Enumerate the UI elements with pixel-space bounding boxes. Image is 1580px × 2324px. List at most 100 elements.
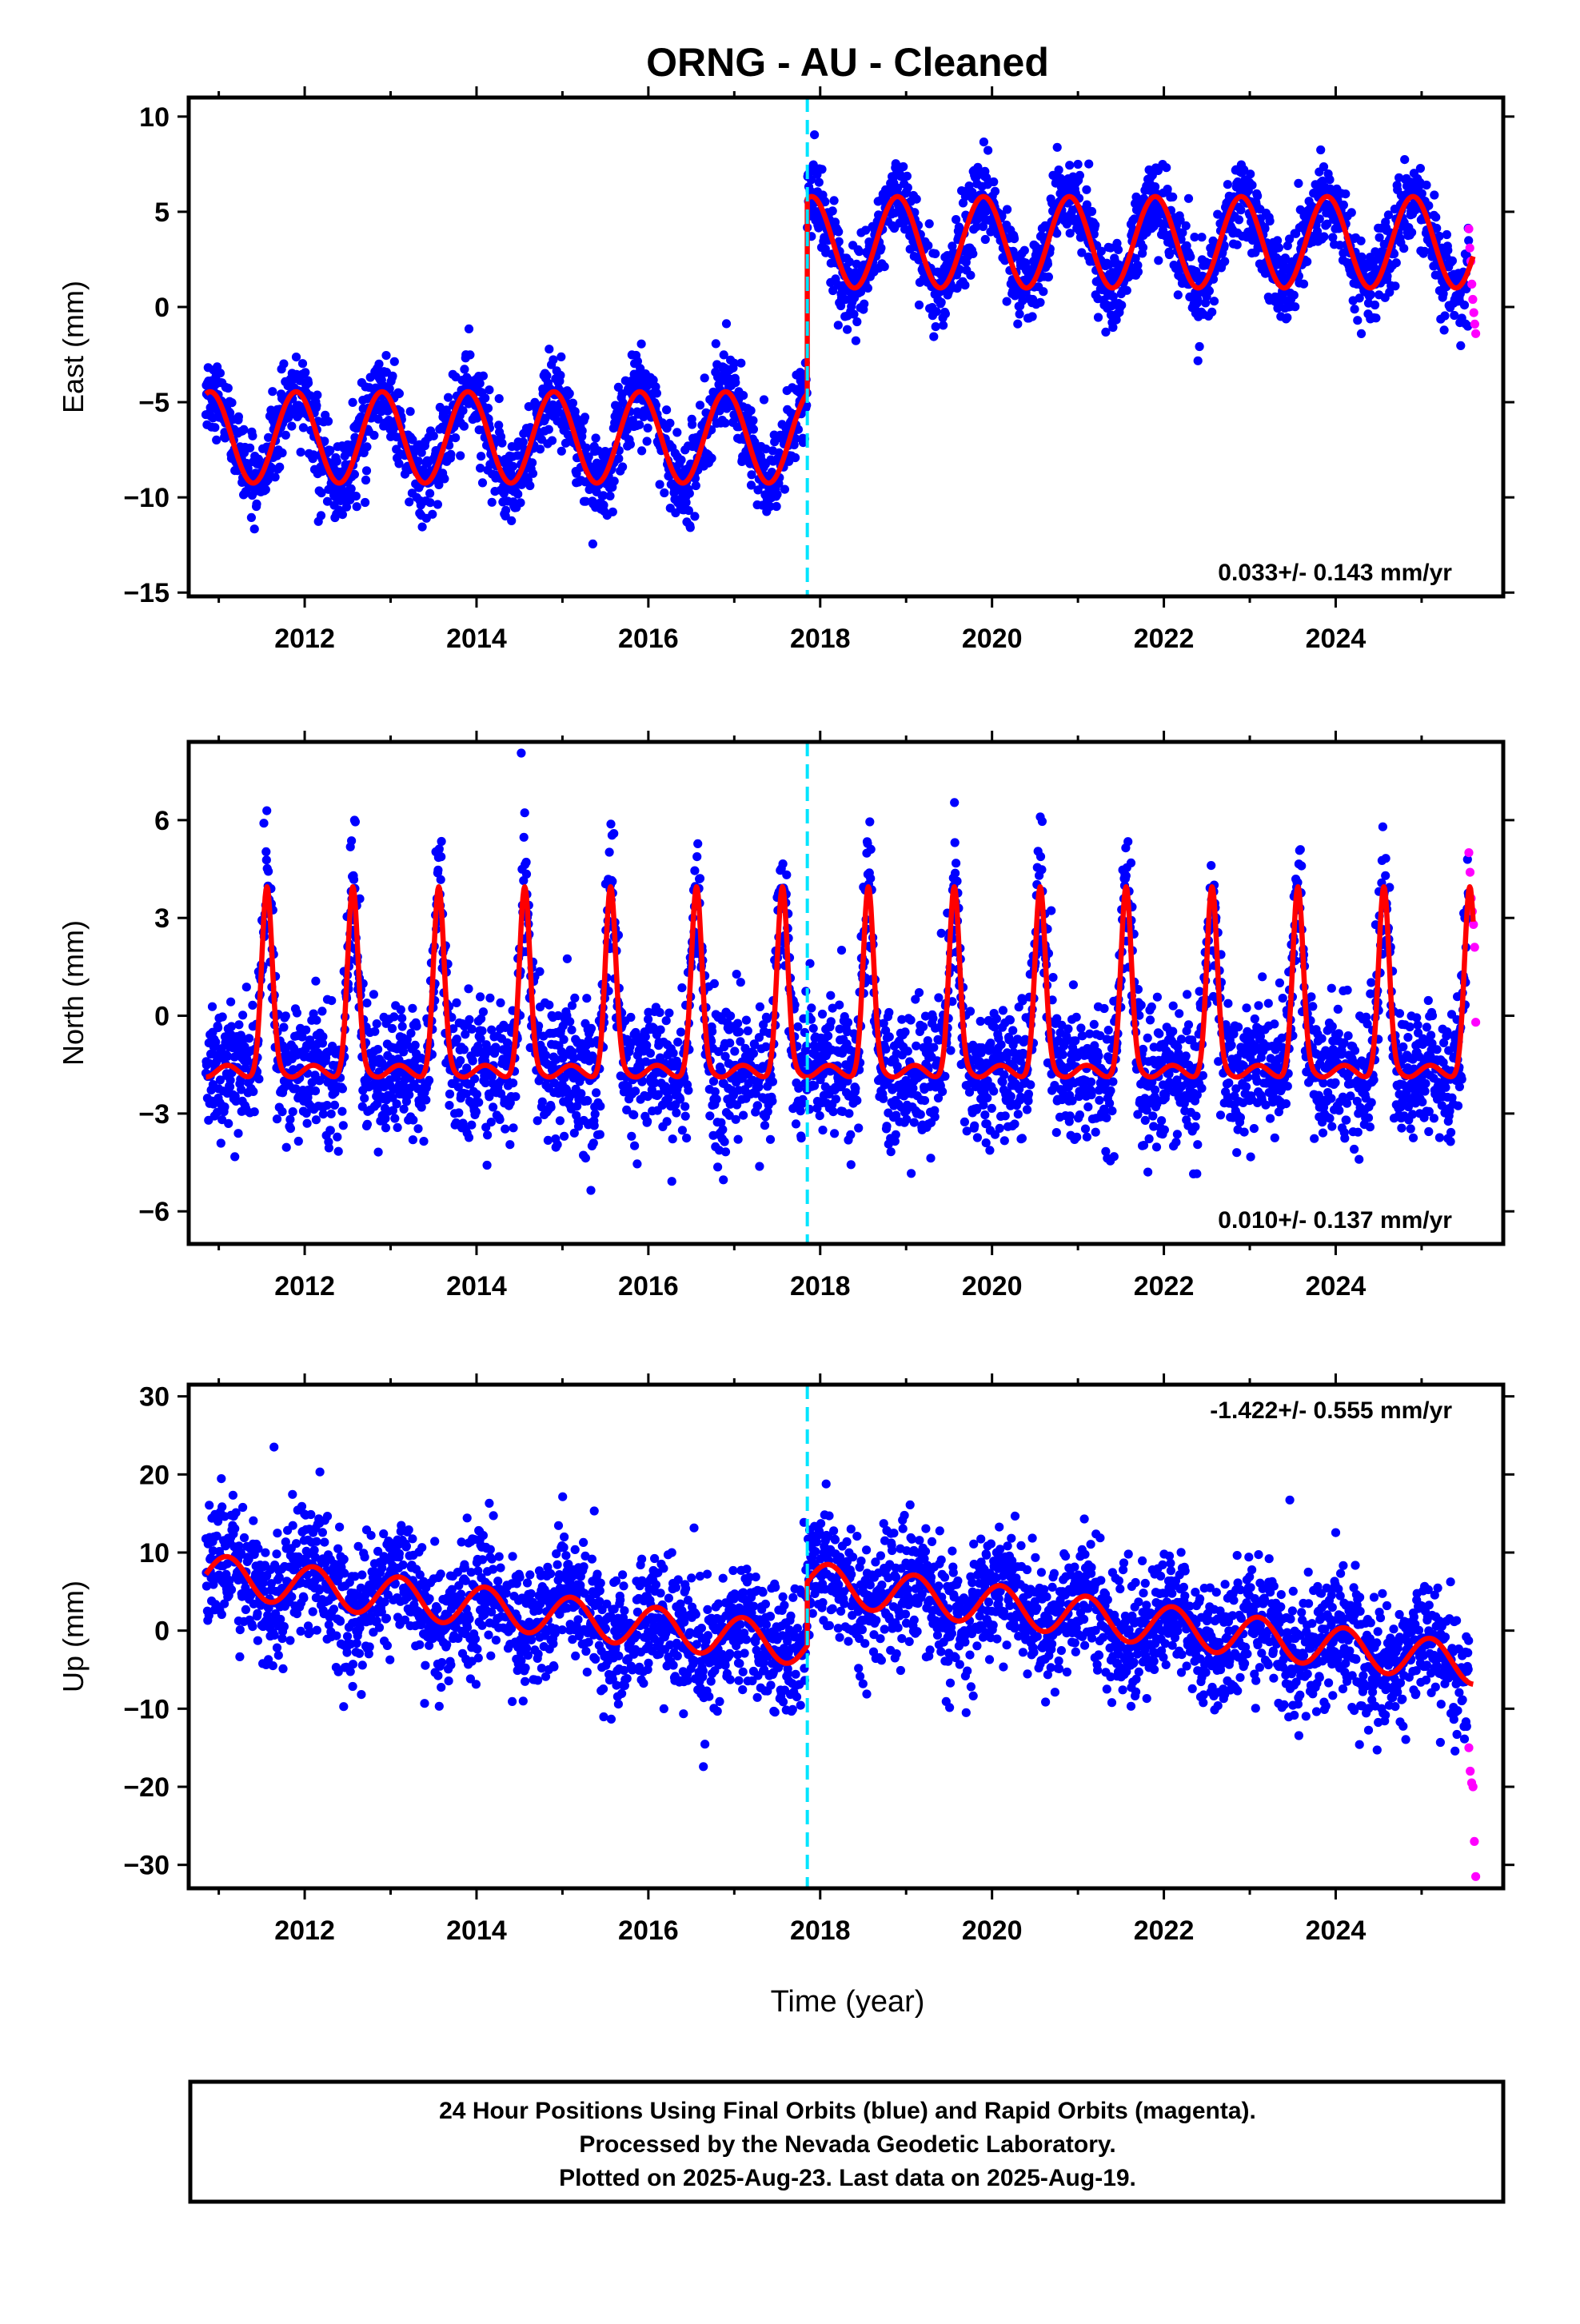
final-orbit-point (363, 1120, 372, 1129)
final-orbit-point (1283, 313, 1291, 322)
final-orbit-point (864, 284, 872, 293)
final-orbit-point (844, 1018, 852, 1026)
final-orbit-point (577, 1089, 585, 1098)
final-orbit-point (708, 1027, 716, 1036)
final-orbit-point (360, 1094, 369, 1102)
final-orbit-point (692, 852, 701, 861)
final-orbit-point (469, 1057, 477, 1066)
final-orbit-point (565, 389, 574, 398)
final-orbit-point (1205, 286, 1214, 295)
final-orbit-point (1182, 221, 1191, 230)
final-orbit-point (832, 1094, 840, 1103)
final-orbit-point (1246, 169, 1255, 178)
final-orbit-point (369, 431, 378, 440)
rapid-orbit-point (1466, 244, 1474, 253)
final-orbit-point (238, 1011, 247, 1019)
final-orbit-point (1422, 181, 1430, 189)
final-orbit-point (1443, 246, 1452, 255)
final-orbit-point (273, 1114, 281, 1123)
final-orbit-point (834, 321, 843, 329)
final-orbit-point (829, 1107, 838, 1116)
final-orbit-point (673, 1038, 682, 1046)
final-orbit-point (351, 817, 360, 826)
final-orbit-point (828, 206, 837, 215)
final-orbit-point (535, 967, 544, 976)
x-tick-label: 2014 (446, 624, 507, 654)
final-orbit-point (1299, 280, 1308, 289)
final-orbit-point (1010, 234, 1019, 243)
final-orbit-point (780, 485, 789, 494)
final-orbit-point (1091, 221, 1099, 229)
final-orbit-point (268, 387, 277, 396)
final-orbit-point (536, 444, 545, 453)
final-orbit-point (324, 417, 333, 425)
final-orbit-point (210, 423, 219, 432)
final-orbit-point (509, 462, 517, 471)
final-orbit-point (433, 500, 442, 508)
final-orbit-point (338, 1084, 347, 1093)
final-orbit-point (218, 1012, 227, 1021)
final-orbit-point (390, 357, 399, 366)
final-orbit-point (1165, 249, 1174, 257)
final-orbit-point (835, 1001, 844, 1010)
final-orbit-point (446, 450, 455, 459)
final-orbit-point (313, 391, 321, 400)
final-orbit-point (980, 138, 988, 146)
final-orbit-point (444, 393, 453, 402)
final-orbit-point (749, 425, 758, 433)
final-orbit-point (772, 490, 781, 499)
final-orbit-point (381, 351, 390, 360)
final-orbit-point (608, 877, 616, 886)
final-orbit-point (672, 428, 681, 436)
final-orbit-point (472, 1107, 481, 1116)
final-orbit-point (395, 389, 404, 398)
final-orbit-point (626, 1013, 635, 1022)
final-orbit-point (397, 1014, 406, 1022)
final-orbit-point (1253, 192, 1262, 201)
final-orbit-point (456, 1056, 465, 1065)
final-orbit-point (852, 1096, 861, 1105)
final-orbit-point (216, 369, 225, 377)
final-orbit-point (827, 1017, 836, 1026)
final-orbit-point (301, 368, 309, 377)
final-orbit-point (1247, 181, 1256, 189)
rapid-orbit-point (1470, 320, 1479, 329)
final-orbit-point (1207, 308, 1216, 317)
final-orbit-point (327, 996, 336, 1005)
final-orbit-point (1430, 190, 1438, 199)
final-orbit-point (1039, 287, 1047, 296)
y-tick-label: −5 (138, 388, 170, 418)
final-orbit-point (824, 1031, 832, 1040)
final-orbit-point (437, 852, 445, 861)
final-orbit-point (662, 1016, 671, 1025)
final-orbit-point (311, 1086, 320, 1095)
final-orbit-point (1139, 243, 1147, 252)
final-orbit-point (373, 1019, 381, 1028)
final-orbit-point (226, 1076, 235, 1085)
final-orbit-point (713, 1162, 722, 1171)
final-orbit-point (451, 433, 460, 442)
final-orbit-point (373, 1045, 382, 1054)
final-orbit-point (779, 859, 788, 868)
final-orbit-point (618, 462, 627, 471)
final-orbit-point (485, 385, 493, 394)
final-orbit-point (793, 1022, 802, 1031)
final-orbit-point (692, 481, 700, 490)
final-orbit-point (1003, 297, 1011, 306)
final-orbit-point (349, 398, 357, 407)
final-orbit-point (966, 271, 975, 280)
final-orbit-point (865, 817, 874, 826)
final-orbit-point (1074, 160, 1083, 169)
final-orbit-point (1367, 290, 1375, 299)
final-orbit-point (818, 1010, 827, 1018)
final-orbit-point (548, 436, 557, 445)
final-orbit-point (419, 1137, 428, 1146)
final-orbit-point (1341, 189, 1350, 198)
final-orbit-point (726, 1011, 735, 1020)
final-orbit-point (797, 1134, 806, 1142)
final-orbit-point (1053, 143, 1062, 152)
final-orbit-point (837, 946, 846, 955)
final-orbit-point (1275, 243, 1283, 252)
final-orbit-point (529, 469, 537, 478)
